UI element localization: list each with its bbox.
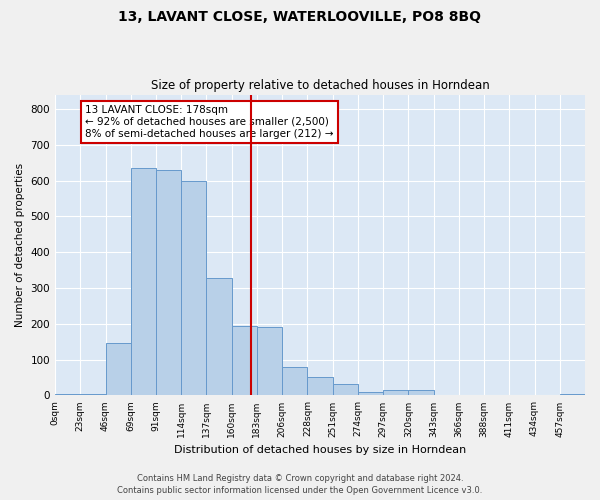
Bar — [206, 278, 232, 396]
Bar — [232, 326, 257, 396]
Bar — [257, 328, 282, 396]
Text: 13 LAVANT CLOSE: 178sqm
← 92% of detached houses are smaller (2,500)
8% of semi-: 13 LAVANT CLOSE: 178sqm ← 92% of detache… — [85, 106, 334, 138]
Title: Size of property relative to detached houses in Horndean: Size of property relative to detached ho… — [151, 79, 490, 92]
Y-axis label: Number of detached properties: Number of detached properties — [15, 163, 25, 327]
Bar — [131, 168, 156, 396]
Text: 13, LAVANT CLOSE, WATERLOOVILLE, PO8 8BQ: 13, LAVANT CLOSE, WATERLOOVILLE, PO8 8BQ — [119, 10, 482, 24]
Bar — [156, 170, 181, 396]
Bar — [409, 390, 434, 396]
Bar — [307, 377, 332, 396]
Bar — [282, 367, 307, 396]
X-axis label: Distribution of detached houses by size in Horndean: Distribution of detached houses by size … — [174, 445, 466, 455]
Bar — [181, 181, 206, 396]
Bar — [560, 394, 585, 396]
Bar — [55, 394, 80, 396]
Bar — [80, 394, 106, 396]
Text: Contains HM Land Registry data © Crown copyright and database right 2024.
Contai: Contains HM Land Registry data © Crown c… — [118, 474, 482, 495]
Bar — [106, 344, 131, 396]
Bar — [383, 390, 409, 396]
Bar — [332, 384, 358, 396]
Bar — [358, 392, 383, 396]
